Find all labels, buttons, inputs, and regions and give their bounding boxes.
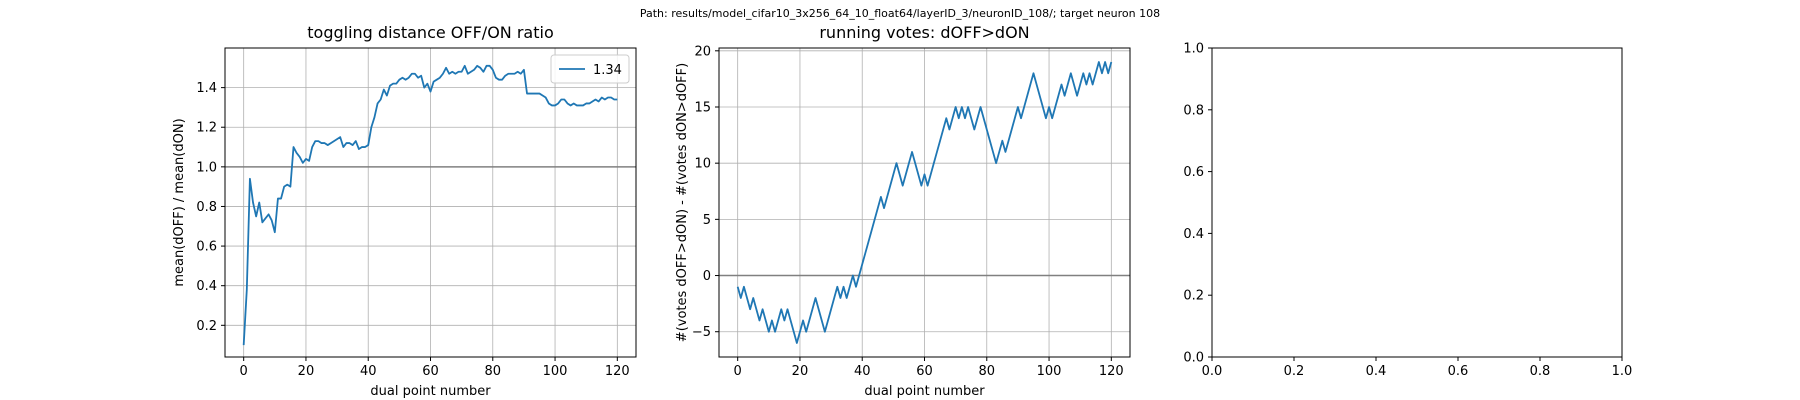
toggle-ratio-panel: 0 20 40 60 80 100 120 0.2 0.4 0.6 0.8 1.0 1.2 1.4 togg… (172, 23, 637, 399)
x-tick-label: 20 (298, 364, 315, 379)
y-tick-label: 0.8 (196, 200, 217, 215)
chart-title: toggling distance OFF/ON ratio (307, 23, 553, 42)
x-tick-label: 20 (792, 364, 809, 379)
empty-axes-panel: 0.0 0.2 0.4 0.6 0.8 1.0 0.0 0.2 0.4 0.6 0.8 1.0 (1183, 42, 1632, 380)
running-votes-panel: 0 20 40 60 80 100 120 −5 0 5 10 15 20 running votes: … (675, 23, 1131, 399)
y-tick-label: 10 (694, 157, 711, 172)
x-tick-label: 40 (854, 364, 871, 379)
x-tick-label: 120 (1099, 364, 1124, 379)
x-tick-label: 60 (916, 364, 933, 379)
x-tick-label: 0 (240, 364, 248, 379)
series-line (242, 64, 618, 346)
y-tick-label: 0 (703, 269, 711, 284)
x-axis-label: dual point number (864, 384, 985, 399)
y-tick-label: 0.0 (1183, 351, 1204, 366)
figure-suptitle: Path: results/model_cifar10_3x256_64_10_… (640, 7, 1160, 20)
y-tick-label: 0.8 (1183, 103, 1204, 118)
x-tick-label: 80 (484, 364, 501, 379)
x-tick-label: 100 (543, 364, 568, 379)
x-tick-label: 1.0 (1612, 364, 1633, 379)
y-tick-label: 5 (703, 213, 711, 228)
x-tick-label: 0.8 (1530, 364, 1551, 379)
y-tick-label: −5 (692, 325, 711, 340)
y-axis-label: #(votes dOFF>dON) - #(votes dON>dOFF) (675, 63, 690, 342)
legend-box (550, 54, 630, 84)
y-tick-label: 1.0 (1183, 42, 1204, 57)
x-axis-label: dual point number (370, 384, 491, 399)
y-tick-label: 1.2 (196, 121, 217, 136)
series-line (736, 61, 1113, 344)
y-tick-label: 0.2 (1183, 289, 1204, 304)
y-tick-label: 20 (694, 44, 711, 59)
y-tick-label: 1.0 (196, 160, 217, 175)
x-tick-label: 0.2 (1284, 364, 1305, 379)
y-axis-label: mean(dOFF) / mean(dON) (172, 118, 187, 286)
x-tick-label: 0.0 (1202, 364, 1223, 379)
x-tick-label: 0 (734, 364, 742, 379)
y-tick-label: 0.2 (196, 319, 217, 334)
y-tick-label: 0.4 (1183, 227, 1204, 242)
x-tick-label: 120 (605, 364, 630, 379)
x-tick-label: 0.4 (1366, 364, 1387, 379)
chart-title: running votes: dOFF>dON (819, 23, 1029, 42)
x-tick-label: 60 (422, 364, 439, 379)
x-tick-label: 100 (1037, 364, 1062, 379)
y-tick-label: 1.4 (196, 81, 217, 96)
legend-label: 1.34 (593, 63, 622, 78)
y-tick-label: 0.6 (1183, 165, 1204, 180)
x-tick-label: 80 (978, 364, 995, 379)
y-tick-label: 0.6 (196, 240, 217, 255)
x-tick-label: 0.6 (1448, 364, 1469, 379)
y-tick-label: 0.4 (196, 279, 217, 294)
y-tick-label: 15 (694, 100, 711, 115)
x-tick-label: 40 (360, 364, 377, 379)
axes-frame (1211, 47, 1623, 358)
